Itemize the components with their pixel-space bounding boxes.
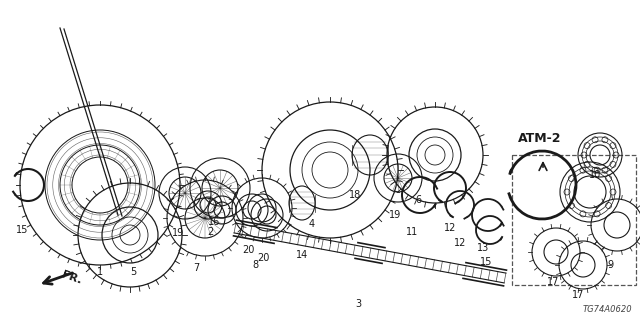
Text: 14: 14 — [296, 250, 308, 260]
Text: 17: 17 — [572, 290, 584, 300]
Text: 7: 7 — [193, 263, 199, 273]
Text: 9: 9 — [607, 260, 613, 270]
Text: 15: 15 — [16, 225, 28, 235]
Text: ATM-2: ATM-2 — [518, 132, 561, 145]
Text: 19: 19 — [172, 228, 184, 238]
Text: TG74A0620: TG74A0620 — [582, 305, 632, 314]
Text: 10: 10 — [589, 170, 601, 180]
Text: 5: 5 — [130, 267, 136, 277]
Text: 13: 13 — [477, 243, 489, 253]
Text: 12: 12 — [444, 223, 456, 233]
Text: 6: 6 — [415, 195, 421, 205]
Text: 2: 2 — [207, 227, 213, 237]
Text: 16: 16 — [208, 217, 220, 227]
Text: 4: 4 — [309, 219, 315, 229]
Text: 3: 3 — [355, 299, 361, 309]
Text: FR.: FR. — [60, 270, 83, 286]
Text: 1: 1 — [97, 267, 103, 277]
Bar — [512, 155, 636, 285]
Text: 8: 8 — [252, 260, 258, 270]
Text: 20: 20 — [257, 253, 269, 263]
Text: 18: 18 — [349, 190, 361, 200]
Text: 12: 12 — [454, 238, 466, 248]
Text: 15: 15 — [480, 257, 492, 267]
Text: 17: 17 — [547, 277, 559, 287]
Text: 20: 20 — [242, 245, 254, 255]
Text: 11: 11 — [406, 227, 418, 237]
Text: 19: 19 — [389, 210, 401, 220]
